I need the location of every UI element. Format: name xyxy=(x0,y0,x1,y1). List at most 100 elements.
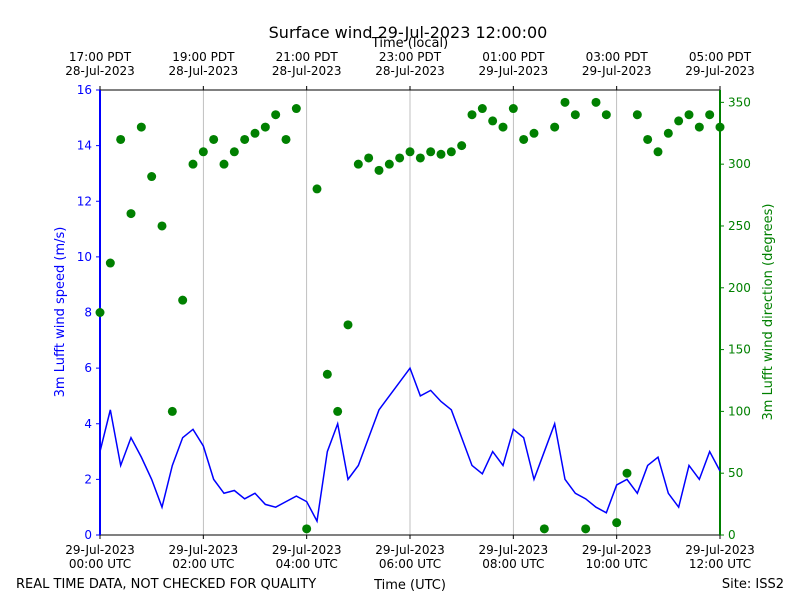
direction-point xyxy=(405,147,415,157)
direction-point xyxy=(364,153,374,163)
y-tick-label: 14 xyxy=(77,139,92,153)
direction-point xyxy=(643,134,653,144)
speed-line xyxy=(99,366,721,524)
direction-point xyxy=(622,468,632,478)
direction-point xyxy=(705,110,715,120)
direction-point xyxy=(684,110,694,120)
y-tick-label: 10 xyxy=(77,250,92,264)
y-tick-label: 0 xyxy=(84,528,92,542)
top-x-tick-label: 21:00 PDT 28-Jul-2023 xyxy=(272,50,342,78)
direction-point xyxy=(653,147,663,157)
direction-point xyxy=(302,524,312,534)
direction-point xyxy=(105,258,115,268)
top-x-tick-label: 01:00 PDT 29-Jul-2023 xyxy=(479,50,549,78)
y2-tick-label: 150 xyxy=(728,343,751,357)
direction-point xyxy=(178,295,188,305)
y2-label: 3m Lufft wind direction (degrees) xyxy=(761,204,776,421)
direction-point xyxy=(591,97,601,107)
x-tick-label: 29-Jul-2023 08:00 UTC xyxy=(479,543,549,571)
x-tick-label: 29-Jul-2023 12:00 UTC xyxy=(685,543,755,571)
direction-point xyxy=(467,110,477,120)
y-tick-label: 12 xyxy=(77,194,92,208)
direction-point xyxy=(116,134,126,144)
direction-point xyxy=(312,184,322,194)
direction-point xyxy=(333,406,343,416)
direction-point xyxy=(395,153,405,163)
direction-point xyxy=(353,159,363,169)
footer-left: REAL TIME DATA, NOT CHECKED FOR QUALITY xyxy=(16,577,316,592)
y-tick-label: 2 xyxy=(84,472,92,486)
top-x-tick-label: 23:00 PDT 28-Jul-2023 xyxy=(375,50,445,78)
y2-tick-label: 100 xyxy=(728,404,751,418)
x-tick-label: 29-Jul-2023 10:00 UTC xyxy=(582,543,652,571)
direction-point xyxy=(560,97,570,107)
direction-point xyxy=(581,524,591,534)
top-x-tick-label: 05:00 PDT 29-Jul-2023 xyxy=(685,50,755,78)
top-x-tick-label: 03:00 PDT 29-Jul-2023 xyxy=(582,50,652,78)
direction-point xyxy=(250,128,260,138)
direction-point xyxy=(157,221,167,231)
y2-tick-label: 350 xyxy=(728,95,751,109)
direction-point xyxy=(508,104,518,114)
direction-point xyxy=(374,165,384,175)
direction-point xyxy=(95,308,105,317)
direction-point xyxy=(436,149,446,159)
top-x-label: Time (local) xyxy=(371,36,448,51)
direction-point xyxy=(426,147,436,157)
direction-point xyxy=(612,518,622,528)
direction-point xyxy=(519,134,529,144)
direction-point xyxy=(384,159,394,169)
direction-point xyxy=(694,122,704,132)
direction-point xyxy=(281,134,291,144)
direction-point xyxy=(477,104,487,114)
y2-tick-label: 200 xyxy=(728,281,751,295)
direction-point xyxy=(663,128,673,138)
direction-point xyxy=(674,116,684,126)
direction-point xyxy=(570,110,580,120)
direction-point xyxy=(498,122,508,132)
x-tick-label: 29-Jul-2023 06:00 UTC xyxy=(375,543,445,571)
footer-right: Site: ISS2 xyxy=(722,577,784,592)
direction-point xyxy=(198,147,208,157)
y2-tick-label: 0 xyxy=(728,528,736,542)
top-x-tick-label: 17:00 PDT 28-Jul-2023 xyxy=(65,50,135,78)
y-tick-label: 4 xyxy=(84,417,92,431)
y-label: 3m Lufft wind speed (m/s) xyxy=(53,227,68,398)
direction-point xyxy=(219,159,229,169)
direction-point xyxy=(126,209,136,219)
y-tick-label: 16 xyxy=(77,83,92,97)
direction-point xyxy=(260,122,270,132)
direction-point xyxy=(415,153,425,163)
direction-point xyxy=(343,320,353,330)
direction-point xyxy=(488,116,498,126)
x-tick-label: 29-Jul-2023 02:00 UTC xyxy=(169,543,239,571)
direction-point xyxy=(147,172,157,182)
y2-tick-label: 50 xyxy=(728,466,743,480)
chart-title: Surface wind 29-Jul-2023 12:00:00 xyxy=(269,23,548,42)
direction-point xyxy=(457,141,467,151)
x-tick-label: 29-Jul-2023 00:00 UTC xyxy=(65,543,135,571)
direction-point xyxy=(167,406,177,416)
y-tick-label: 8 xyxy=(84,306,92,320)
direction-point xyxy=(136,122,146,132)
direction-point xyxy=(188,159,198,169)
y2-tick-label: 300 xyxy=(728,157,751,171)
direction-point xyxy=(446,147,456,157)
top-x-tick-label: 19:00 PDT 28-Jul-2023 xyxy=(169,50,239,78)
x-tick-label: 29-Jul-2023 04:00 UTC xyxy=(272,543,342,571)
direction-point xyxy=(291,104,301,114)
direction-point xyxy=(322,369,332,379)
direction-point xyxy=(601,110,611,120)
direction-point xyxy=(539,524,549,534)
direction-point xyxy=(271,110,281,120)
y2-tick-label: 250 xyxy=(728,219,751,233)
direction-point xyxy=(632,110,642,120)
direction-point xyxy=(529,128,539,138)
direction-point xyxy=(550,122,560,132)
y-tick-label: 6 xyxy=(84,361,92,375)
direction-point xyxy=(229,147,239,157)
direction-point xyxy=(240,134,250,144)
x-label: Time (UTC) xyxy=(373,578,446,593)
direction-point xyxy=(715,122,725,132)
